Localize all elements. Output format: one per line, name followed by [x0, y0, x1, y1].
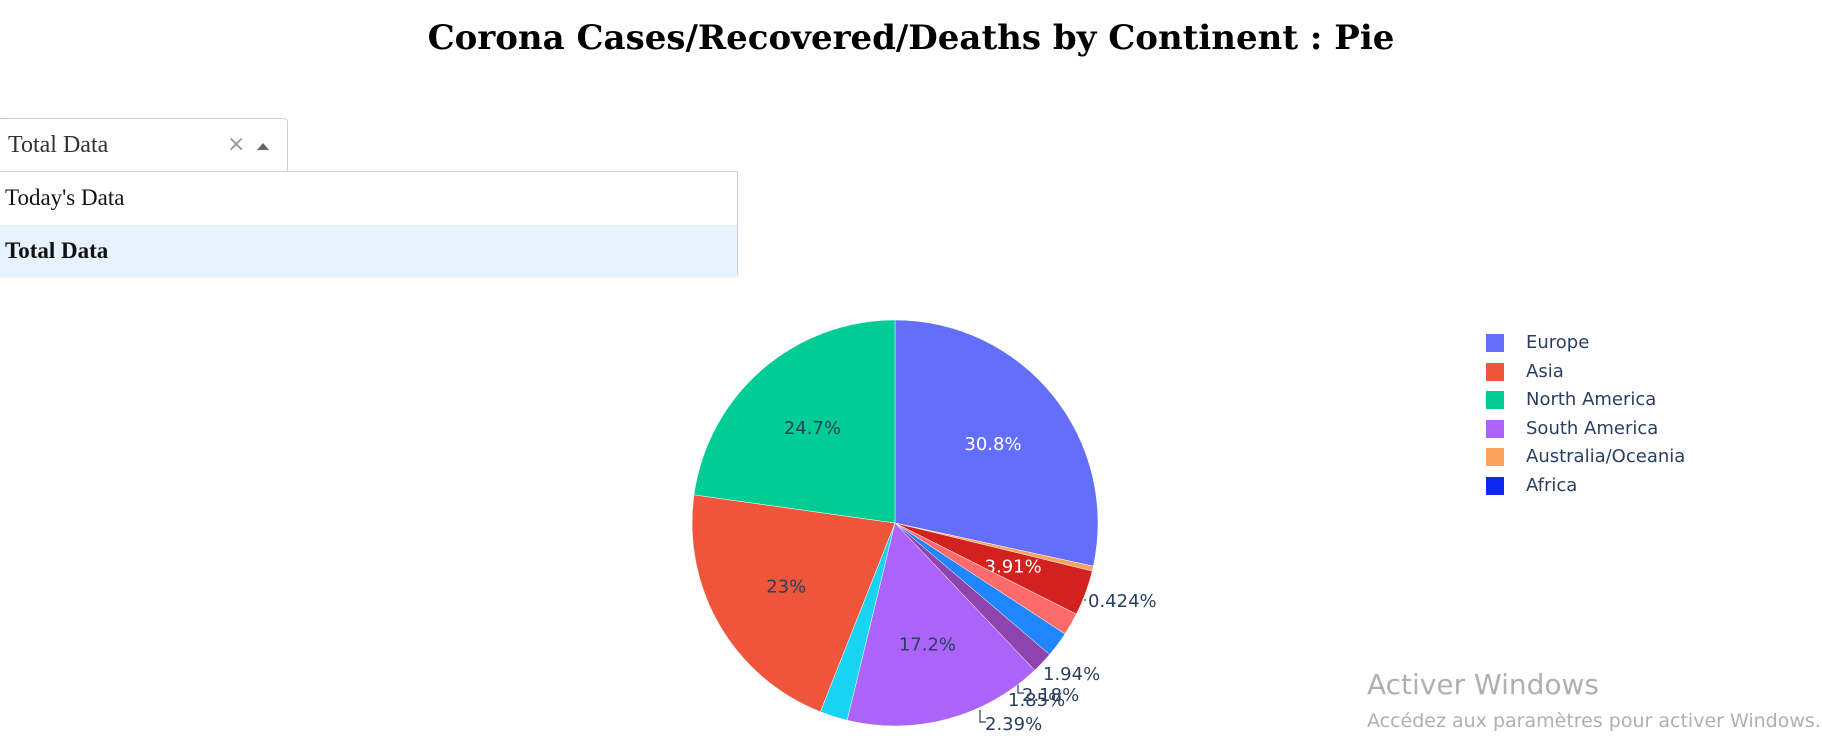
pie-slice-north-america[interactable] — [693, 319, 896, 524]
pie-slice-europe[interactable] — [894, 319, 1099, 567]
pie-slice-asia[interactable] — [691, 494, 896, 713]
pie-label-17-2: 17.2% — [899, 635, 956, 656]
pie-label-23: 23% — [766, 576, 806, 597]
legend-swatch — [1486, 476, 1504, 495]
legend-label: Australia/Oceania — [1526, 446, 1686, 467]
legend-swatch — [1486, 391, 1504, 409]
windows-activation-watermark-title: Activer Windows — [1367, 668, 1600, 701]
pie-leader-line — [979, 710, 986, 723]
legend-label: South America — [1526, 417, 1659, 439]
pie-label-2-39: 2.39% — [985, 714, 1042, 735]
clear-icon[interactable]: × — [227, 132, 246, 157]
windows-activation-watermark-subtitle: Accédez aux paramètres pour activer Wind… — [1367, 710, 1821, 732]
pie-label-3-91: 3.91% — [985, 556, 1042, 577]
legend-label: North America — [1526, 389, 1657, 410]
pie-label-30-8: 30.8% — [964, 434, 1021, 455]
dropdown-option-total-data[interactable]: Total Data — [0, 225, 737, 277]
page-title: Corona Cases/Recovered/Deaths by Contine… — [427, 18, 1395, 58]
legend-label: Europe — [1526, 332, 1590, 353]
pie-label-24-7: 24.7% — [784, 418, 841, 439]
pie-label-2-18: 2.18% — [1022, 685, 1079, 706]
legend-label: Asia — [1526, 360, 1564, 382]
legend-swatch — [1486, 334, 1504, 352]
pie-slice-south-america[interactable] — [846, 522, 1036, 727]
pie-leader-line — [1017, 683, 1024, 694]
chevron-up-icon[interactable] — [257, 143, 269, 150]
legend-swatch — [1486, 362, 1504, 381]
dropdown-menu: Today's Data Total Data — [0, 171, 738, 277]
legend-label: Africa — [1526, 474, 1578, 496]
dropdown-option-todays-data[interactable]: Today's Data — [5, 185, 125, 210]
pie-label-1-94: 1.94% — [1043, 664, 1100, 685]
pie-label-1-85: 1.85% — [1008, 690, 1065, 711]
pie-label-0-424: 0.424% — [1088, 591, 1157, 612]
legend-swatch — [1486, 419, 1504, 438]
dropdown-selected-value: Total Data — [8, 132, 109, 158]
data-type-dropdown[interactable]: Total Data × — [0, 118, 288, 172]
legend-swatch — [1486, 448, 1504, 466]
